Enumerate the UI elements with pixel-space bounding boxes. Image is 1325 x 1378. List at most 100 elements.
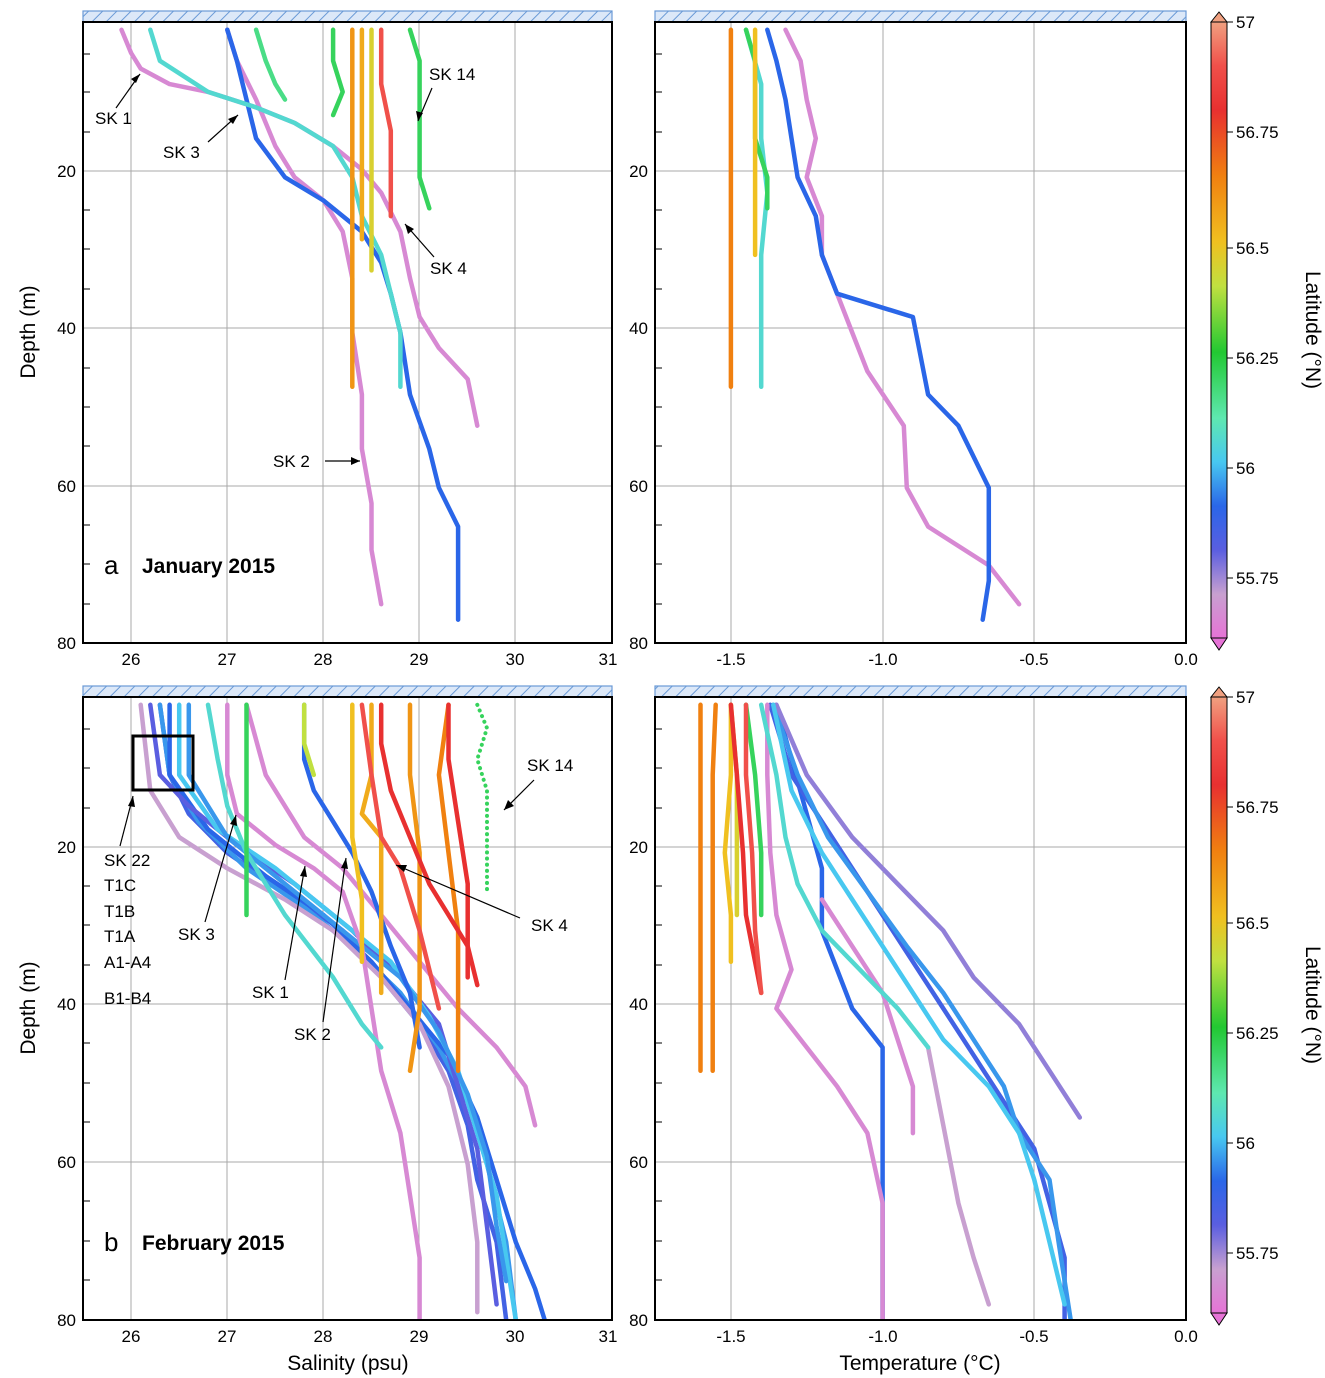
panel-a-temperature-ytick: 80	[629, 634, 648, 653]
panel-b-frame	[82, 696, 613, 1321]
panel-a-frame	[82, 21, 613, 644]
annotation-label: SK 3	[178, 925, 215, 944]
panel-a-temperature-xtick: -1.0	[868, 650, 897, 669]
panel-a-xtick: 26	[122, 650, 141, 669]
annotation-label: SK 4	[430, 259, 467, 278]
annotation-label: SK 4	[531, 916, 568, 935]
panel-a-temperature-frame	[654, 21, 1187, 644]
panel-b: 20 40 60 80 26 27 28 29 30 31 Salinity (…	[17, 685, 618, 1375]
profile-line-4	[148, 27, 403, 390]
profile-line-11	[205, 702, 384, 1050]
profile-line-14	[350, 702, 365, 965]
profile-line-16	[743, 702, 764, 996]
panel-b-temperature-ytick: 20	[629, 838, 648, 857]
panel-b-profiles	[138, 702, 547, 1320]
panel-a-temperature-ytick: 40	[629, 319, 648, 338]
annotation-label: SK 14	[429, 65, 475, 84]
panel-b-temperature-y-ticks	[655, 728, 662, 1281]
profile-line-15	[728, 702, 764, 996]
profile-line-5	[765, 702, 885, 1320]
profile-line-4	[774, 702, 1083, 1120]
panel-b-ytick: 40	[57, 995, 76, 1014]
annotation-label: SK 1	[95, 109, 132, 128]
panel-a-xtick: 30	[506, 650, 525, 669]
annotation-label: SK 2	[294, 1025, 331, 1044]
panel-a-temperature-profiles	[728, 27, 1022, 622]
panel-b-title: February 2015	[142, 1232, 285, 1255]
panel-b-xtick: 29	[410, 1327, 429, 1346]
panel-b-letter: b	[104, 1227, 118, 1257]
profile-line-7	[925, 1045, 992, 1307]
colorbar-top-gradient	[1210, 21, 1228, 639]
profile-line-10	[743, 702, 764, 918]
panel-a-xtick: 27	[218, 650, 237, 669]
colorbar-top-max-triangle	[1209, 11, 1229, 23]
panel-b-temperature-profiles	[698, 702, 1083, 1320]
panel-b-temperature-ytick: 60	[629, 1153, 648, 1172]
profile-line-19	[378, 702, 480, 988]
panel-b-ytick: 60	[57, 1153, 76, 1172]
annotation-label: SK 14	[527, 756, 573, 775]
profile-line-5	[253, 27, 288, 102]
panel-b-temperature-xtick: -0.5	[1019, 1327, 1048, 1346]
profile-line-6	[330, 27, 345, 118]
panel-a-profiles	[119, 27, 480, 622]
panel-b-sea-ice-band	[82, 685, 613, 698]
panel-a-title: January 2015	[142, 555, 275, 578]
panel-b-xlabel: Salinity (psu)	[287, 1352, 408, 1375]
panel-a-sea-ice-band	[82, 10, 613, 23]
panel-a-ytick: 60	[57, 477, 76, 496]
panel-a: 20 40 60 80 26 27 28 29 30 31 Depth (m) …	[17, 10, 618, 669]
colorbar-tick: 56	[1236, 1134, 1255, 1153]
panel-a-xtick: 29	[410, 650, 429, 669]
panel-b-ytick: 80	[57, 1311, 76, 1330]
annotation-label: SK 22	[104, 851, 150, 870]
panel-a-temperature-xtick: 0.0	[1174, 650, 1198, 669]
panel-a-ylabel: Depth (m)	[17, 285, 40, 378]
panel-b-xtick: 26	[122, 1327, 141, 1346]
panel-a-xtick: 31	[599, 650, 618, 669]
colorbar-tick: 56	[1236, 459, 1255, 478]
panel-a-temperature-sea-ice-band	[654, 10, 1187, 23]
panel-a-temperature-ytick: 20	[629, 162, 648, 181]
panel-b-xtick: 28	[314, 1327, 333, 1346]
panel-b-temperature-ytick: 40	[629, 995, 648, 1014]
profile-line-10	[301, 702, 422, 1050]
panel-a-temperature-xtick: -0.5	[1019, 650, 1048, 669]
annotation-label: SK 2	[273, 452, 310, 471]
panel-b-xtick: 27	[218, 1327, 237, 1346]
profile-line-8	[771, 702, 1067, 1307]
annotation-label: SK 1	[252, 983, 289, 1002]
panel-a-temperature: 20 40 60 80 -1.5 -1.0 -0.5 0.0	[629, 10, 1198, 669]
colorbar-tick: 56.75	[1236, 798, 1279, 817]
panel-b-temperature-xlabel: Temperature (°C)	[839, 1352, 1000, 1375]
colorbar-tick: 56.25	[1236, 349, 1279, 368]
profile-line-5	[176, 702, 519, 1320]
panel-b-temperature-sea-ice-band	[654, 685, 1187, 698]
panel-b-xtick: 30	[506, 1327, 525, 1346]
panel-b-highlight-box	[131, 734, 195, 792]
panel-a-temperature-xtick: -1.5	[716, 650, 745, 669]
panel-b-y-ticks	[83, 728, 90, 1281]
panel-a-xtick: 28	[314, 650, 333, 669]
profile-line-1	[774, 702, 885, 1320]
annotation-label: SK 3	[163, 143, 200, 162]
panel-b-temperature-ytick: 80	[629, 1311, 648, 1330]
profile-line-16	[407, 702, 422, 1074]
profile-line-4	[148, 702, 499, 1307]
panel-b-grid	[83, 697, 612, 1320]
colorbar-tick: 57	[1236, 13, 1255, 32]
panel-b-ytick: 20	[57, 838, 76, 857]
colorbar-label: Latitude (°N)	[1301, 271, 1324, 389]
profile-dotted-line-1	[475, 702, 490, 894]
panel-a-y-ticks	[83, 53, 90, 605]
panel-a-ytick: 40	[57, 319, 76, 338]
profile-line-7	[407, 27, 432, 211]
colorbar-tick: 56.25	[1236, 1024, 1279, 1043]
panel-b-xtick: 31	[599, 1327, 618, 1346]
panel-a-temperature-grid	[655, 22, 1186, 643]
annotation-label: T1C	[104, 876, 136, 895]
colorbar-tick: 55.75	[1236, 569, 1279, 588]
panel-a-grid	[83, 22, 612, 643]
